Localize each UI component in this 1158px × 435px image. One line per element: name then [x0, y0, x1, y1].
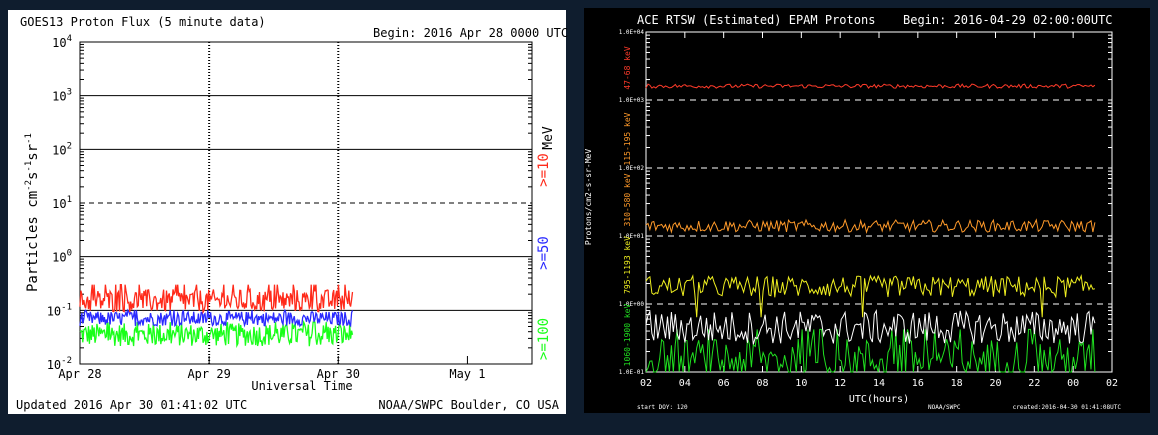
ace-series-group — [645, 83, 1096, 374]
ace-x-tick-label: 12 — [834, 378, 846, 389]
goes-x-tick-label: May 1 — [449, 367, 485, 381]
ace-grid — [646, 99, 1112, 305]
goes-ylabel: Particles cm-2s-1sr-1 — [24, 133, 41, 292]
goes-y-tick-exp: 1 — [67, 195, 72, 205]
goes-y-tick-exp: 4 — [67, 34, 72, 44]
ace-x-tick-label: 18 — [951, 378, 963, 389]
ace-y-tick-label: 1.0E+04 — [619, 29, 645, 36]
ace-footer-right: created:2016-04-30 01:41:08UTC — [1013, 404, 1122, 411]
ace-series-line — [645, 218, 1096, 235]
ace-x-tick-label: 22 — [1028, 378, 1040, 389]
goes-y-tick-label: 103 — [52, 88, 72, 104]
goes-begin: Begin: 2016 Apr 28 0000 UTC — [373, 26, 568, 40]
goes-y-tick-base: 10 — [47, 358, 61, 372]
ace-y-axis: 1.0E-01 1.0E+00 1.0E+01 1.0E+02 1.0E+03 1.0E+… — [619, 29, 1112, 376]
goes-series-line — [79, 308, 354, 328]
ace-legend: 47-68 keV 115-195 keV 310-580 keV 795-1193 … — [623, 46, 632, 366]
ace-series-line — [645, 83, 1096, 90]
goes-footer-right: NOAA/SWPC Boulder, CO USA — [378, 398, 559, 412]
ace-title: ACE RTSW (Estimated) EPAM Protons — [637, 13, 875, 27]
goes-y-tick-exp: -1 — [61, 302, 72, 312]
goes-ylabel-sr: sr — [25, 144, 41, 161]
ace-y-tick-label: 1.0E+02 — [619, 165, 645, 172]
goes-x-axis: Apr 28 Apr 29 Apr 30 May 1 — [58, 42, 485, 381]
ace-begin: Begin: 2016-04-29 02:00:00UTC — [903, 13, 1113, 27]
goes-footer-left: Updated 2016 Apr 30 01:41:02 UTC — [16, 398, 247, 412]
goes-y-tick-label: 100 — [52, 249, 72, 265]
goes-ylabel-main: Particles cm — [25, 191, 41, 292]
goes-y-tick-base: 10 — [47, 304, 61, 318]
goes-ylabel-sup1: -2 — [24, 180, 34, 191]
ace-x-axis: 02 04 06 08 10 12 14 16 18 20 22 00 02 — [640, 32, 1118, 389]
ace-x-tick-label: 02 — [640, 378, 652, 389]
goes-ylabel-s: s — [25, 172, 41, 180]
ace-footer-left: start DOY: 120 — [637, 404, 688, 411]
goes-y-tick-base: 10 — [52, 251, 66, 265]
goes-y-tick-label: 10-1 — [47, 302, 72, 318]
goes-legend-entry: >=10 — [536, 153, 552, 187]
ace-y-tick-label: 1.0E-01 — [619, 369, 645, 376]
goes-y-tick-base: 10 — [52, 36, 66, 50]
goes-y-tick-exp: 0 — [67, 249, 72, 259]
goes-y-tick-exp: 2 — [67, 141, 72, 151]
goes-y-tick-base: 10 — [52, 197, 66, 211]
ace-x-tick-label: 20 — [989, 378, 1001, 389]
goes-x-tick-label: Apr 28 — [58, 367, 101, 381]
ace-x-tick-label: 16 — [912, 378, 924, 389]
ace-legend-entry: 115-195 keV — [623, 112, 632, 165]
ace-x-tick-label: 06 — [718, 378, 730, 389]
ace-x-tick-label: 10 — [795, 378, 807, 389]
goes-y-tick-base: 10 — [52, 143, 66, 157]
goes-ylabel-sup3: -1 — [24, 133, 34, 144]
ace-legend-entry: 1060-1900 keV — [623, 304, 632, 367]
goes-y-tick-label: 104 — [52, 34, 72, 50]
ace-xlabel: UTC(hours) — [849, 394, 909, 405]
ace-legend-entry: 795-1193 keV — [623, 236, 632, 294]
ace-y-tick-label: 1.0E+00 — [619, 301, 645, 308]
goes-unit-label: MeV — [541, 126, 556, 150]
ace-series-line — [645, 308, 1096, 345]
goes-legend-entry: >=50 — [536, 236, 552, 270]
ace-ylabel: Protons/cm2-s-sr-MeV — [584, 149, 593, 246]
ace-legend-entry: 47-68 keV — [623, 46, 632, 90]
ace-x-tick-label: 02 — [1106, 378, 1118, 389]
goes-series-line — [79, 284, 354, 315]
goes-grid — [80, 95, 532, 311]
ace-y-tick-label: 1.0E+03 — [619, 97, 645, 104]
ace-x-tick-label: 00 — [1067, 378, 1079, 389]
goes-series-group — [79, 284, 354, 349]
goes-y-tick-exp: -2 — [61, 356, 72, 366]
goes-legend: >=10 >=50 >=100 — [536, 153, 552, 360]
ace-x-tick-label: 14 — [873, 378, 885, 389]
ace-y-tick-label: 1.0E+01 — [619, 233, 645, 240]
goes-legend-entry: >=100 — [536, 318, 552, 360]
ace-legend-entry: 310-580 keV — [623, 173, 632, 226]
goes-series-line — [79, 319, 354, 349]
goes-xlabel: Universal Time — [251, 379, 352, 393]
ace-series-line — [645, 273, 1095, 318]
goes-y-tick-base: 10 — [52, 90, 66, 104]
ace-series-line — [645, 328, 1096, 374]
ace-x-tick-label: 04 — [679, 378, 691, 389]
ace-x-tick-label: 08 — [756, 378, 768, 389]
goes-ylabel-sup2: -1 — [24, 161, 34, 172]
ace-footer-mid: NOAA/SWPC — [928, 404, 961, 411]
ace-panel-background — [584, 8, 1150, 413]
goes-y-tick-label: 101 — [52, 195, 72, 211]
goes-y-tick-label: 10-2 — [47, 356, 72, 372]
goes-panel-background — [8, 10, 566, 414]
goes-y-tick-exp: 3 — [67, 88, 72, 98]
goes-y-tick-label: 102 — [52, 141, 72, 157]
goes-x-tick-label: Apr 30 — [317, 367, 360, 381]
goes-title: GOES13 Proton Flux (5 minute data) — [20, 15, 266, 29]
goes-x-tick-label: Apr 29 — [187, 367, 230, 381]
